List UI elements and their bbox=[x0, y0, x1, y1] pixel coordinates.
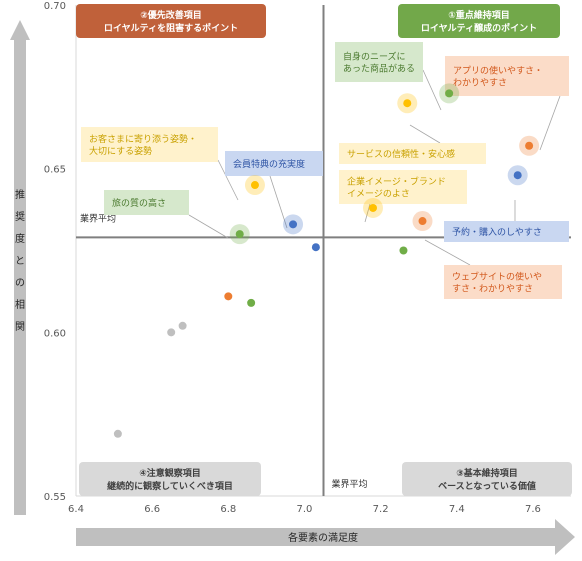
annotation-label: 自身のニーズに bbox=[343, 51, 406, 63]
y-tick-label: 0.55 bbox=[44, 492, 66, 503]
annotation-box bbox=[81, 127, 218, 162]
x-tick-label: 6.4 bbox=[68, 504, 84, 515]
leader-line bbox=[217, 159, 239, 201]
annotation-box bbox=[445, 56, 569, 96]
annotation-label: お客さまに寄り添う姿勢・ bbox=[89, 133, 197, 145]
y-axis-title-char: 関 bbox=[15, 321, 25, 333]
annotation-label: イメージのよさ bbox=[347, 189, 410, 200]
data-point bbox=[445, 89, 454, 98]
annotation-label: 会員特典の充実度 bbox=[233, 158, 305, 170]
annotation-box bbox=[339, 170, 467, 204]
x-axis-arrow bbox=[76, 519, 575, 555]
quadrant-box-bottom-right bbox=[402, 462, 572, 496]
annotation-label: すさ・わかりやすさ bbox=[452, 284, 533, 295]
data-point bbox=[247, 298, 256, 307]
annotation-label: ウェブサイトの使いや bbox=[452, 271, 542, 283]
quadrant-subtitle-bottom-right: ベースとなっている価値 bbox=[438, 480, 536, 492]
data-point bbox=[513, 171, 522, 180]
annotation-label: あった商品がある bbox=[343, 63, 415, 75]
data-point bbox=[418, 217, 427, 226]
y-axis-title-char: 度 bbox=[15, 232, 25, 245]
annotation-box bbox=[104, 190, 189, 215]
x-tick-label: 6.8 bbox=[220, 504, 236, 515]
data-point bbox=[167, 328, 176, 337]
x-tick-label: 7.4 bbox=[449, 504, 465, 515]
data-point bbox=[399, 246, 408, 255]
leader-line bbox=[422, 69, 442, 111]
annotation-label: 大切にする姿勢 bbox=[89, 145, 152, 157]
quadrant-box-top-right bbox=[398, 4, 560, 38]
data-point bbox=[113, 429, 122, 438]
data-point bbox=[525, 141, 534, 150]
leader-line bbox=[409, 124, 441, 144]
x-tick-label: 7.0 bbox=[297, 504, 313, 515]
y-axis-title-char: 奨 bbox=[15, 210, 25, 223]
x-tick-label: 6.6 bbox=[144, 504, 160, 515]
data-point bbox=[235, 230, 244, 239]
data-point bbox=[311, 243, 320, 252]
axis-arrows bbox=[10, 20, 575, 555]
annotation-leader-lines bbox=[188, 69, 561, 266]
x-tick-label: 7.6 bbox=[525, 504, 541, 515]
y-tick-label: 0.70 bbox=[44, 1, 66, 12]
annotation-label: アプリの使いやすさ・ bbox=[453, 65, 543, 77]
data-points bbox=[113, 83, 540, 438]
leader-line bbox=[269, 175, 288, 229]
quadrant-subtitle-bottom-left: 継続的に観察していくべき項目 bbox=[107, 480, 233, 492]
annotation-box bbox=[335, 42, 423, 82]
annotation-box bbox=[339, 143, 486, 164]
quadrant-box-top-left bbox=[76, 4, 266, 38]
y-axis-arrow bbox=[10, 20, 30, 515]
annotation-box bbox=[225, 151, 323, 176]
y-axis-title-char: 推 bbox=[15, 188, 25, 201]
annotation-box bbox=[444, 265, 562, 299]
y-axis-title-char: と bbox=[15, 255, 25, 267]
quadrant-subtitle-top-right: ロイヤルティ醸成のポイント bbox=[421, 22, 537, 34]
annotation-label: 予約・購入のしやすさ bbox=[452, 226, 542, 238]
annotation-label: サービスの信頼性・安心感 bbox=[347, 148, 455, 160]
data-point bbox=[369, 203, 377, 212]
quadrant-title-bottom-left: ④注意観察項目 bbox=[139, 467, 201, 479]
annotation-label: 旅の質の高さ bbox=[112, 197, 166, 209]
quadrant-subtitle-top-left: ロイヤルティを阻害するポイント bbox=[104, 22, 238, 34]
quadrant-title-top-right: ①重点維持項目 bbox=[448, 9, 510, 21]
y-tick-label: 0.65 bbox=[44, 165, 66, 176]
leader-line bbox=[188, 214, 229, 239]
data-point bbox=[250, 181, 259, 190]
y-axis-title-char: の bbox=[15, 278, 25, 289]
y-axis-title-char: 相 bbox=[15, 298, 25, 311]
average-label-vertical: 業界平均 bbox=[332, 478, 368, 490]
quadrant-title-top-left: ②優先改善項目 bbox=[140, 9, 202, 21]
annotation-label: わかりやすさ bbox=[453, 78, 507, 89]
annotation-box bbox=[444, 221, 569, 242]
average-label-horizontal: 業界平均 bbox=[80, 212, 116, 224]
x-axis-title: 各要素の満足度 bbox=[288, 531, 358, 544]
y-tick-label: 0.60 bbox=[44, 328, 66, 339]
annotation-label: 企業イメージ・ブランド bbox=[347, 176, 446, 188]
data-point bbox=[403, 99, 412, 108]
data-point bbox=[289, 220, 298, 229]
quadrant-box-bottom-left bbox=[79, 462, 261, 496]
leader-line bbox=[539, 95, 561, 151]
quadrant-title-bottom-right: ③基本維持項目 bbox=[456, 467, 518, 479]
tick-labels: 6.4 6.6 6.8 7.0 7.2 7.4 7.6 0.55 0.60 0.65 0.70 bbox=[44, 1, 541, 515]
data-point bbox=[224, 292, 233, 301]
data-point bbox=[178, 321, 187, 330]
leader-line bbox=[424, 239, 471, 266]
x-tick-label: 7.2 bbox=[373, 504, 389, 515]
